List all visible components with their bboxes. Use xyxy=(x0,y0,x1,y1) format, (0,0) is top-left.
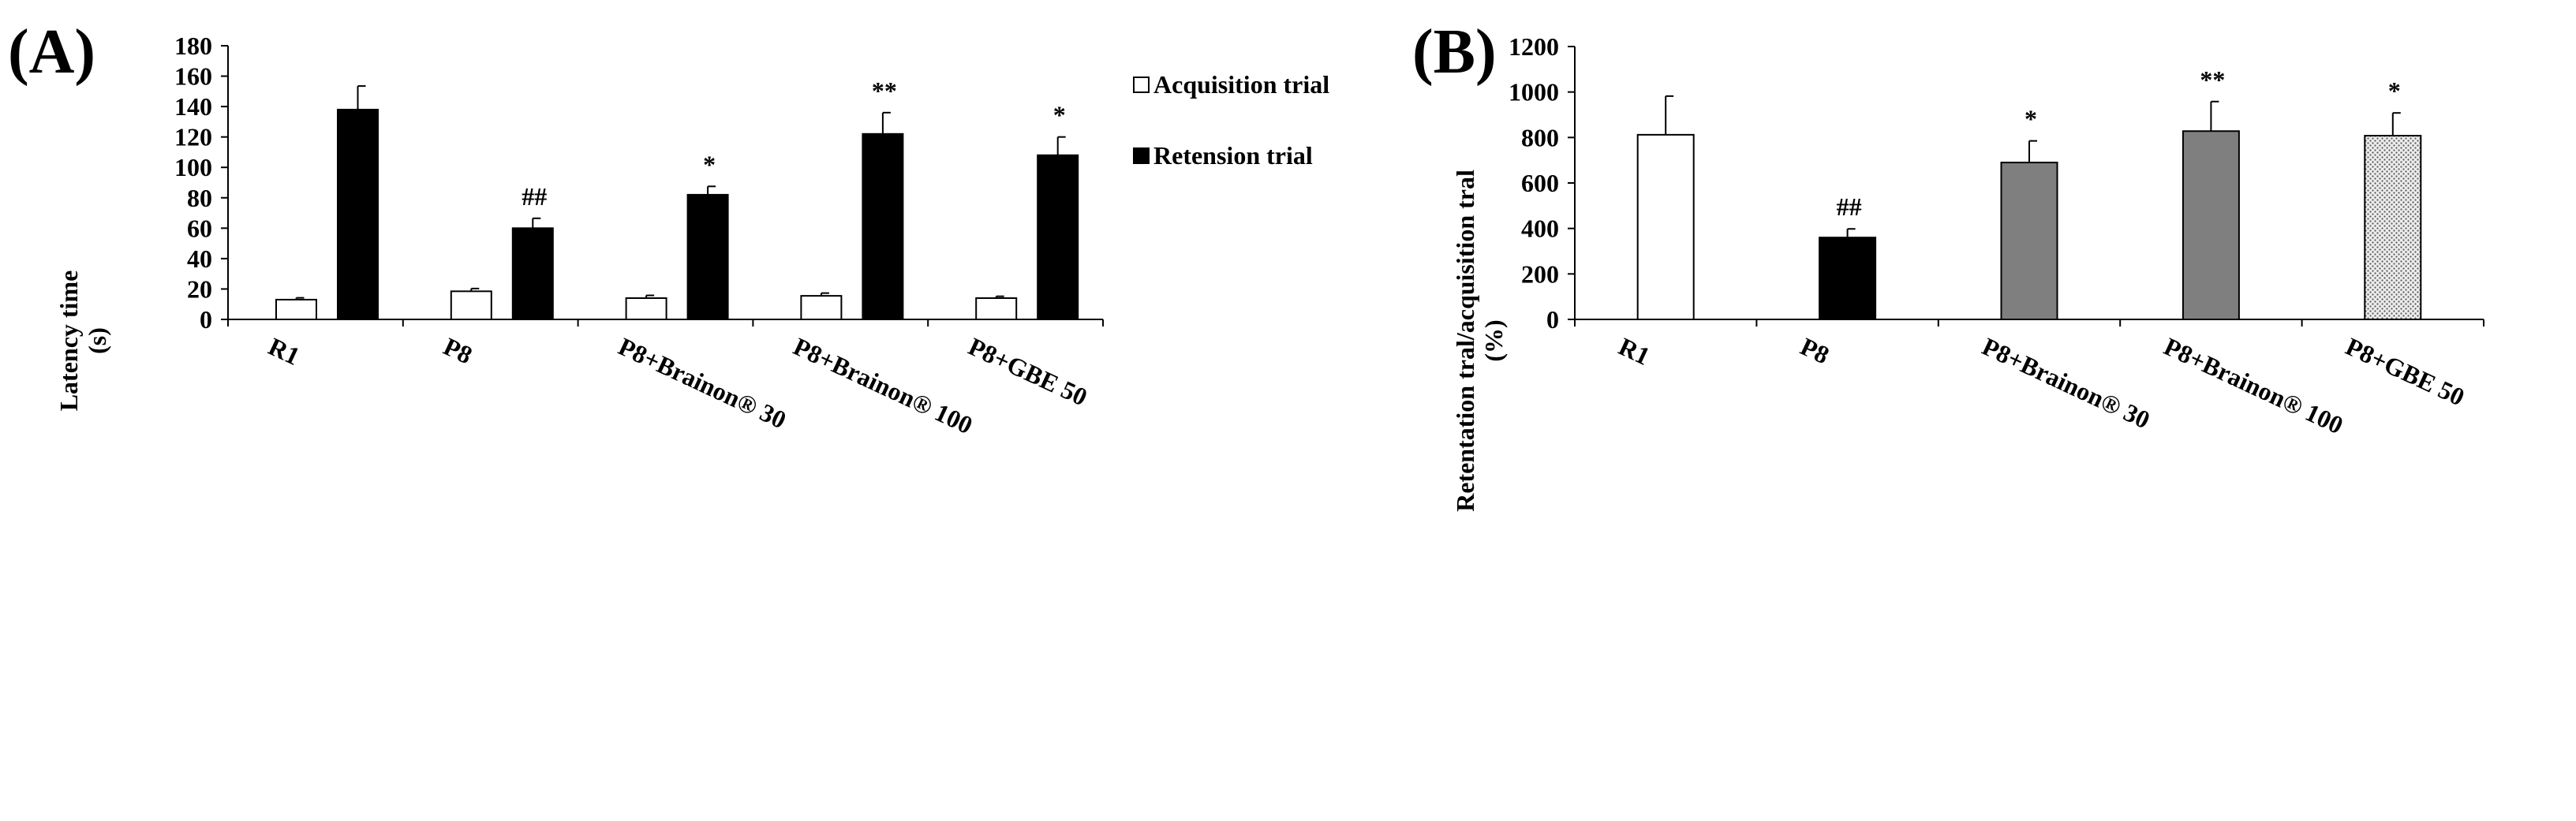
bar-retension-r1 xyxy=(337,108,379,320)
bar-acquisition-p8 xyxy=(450,290,492,321)
panel-a-ytick-label: 100 xyxy=(174,153,212,181)
panel-b-ytick-label: 600 xyxy=(1521,169,1559,197)
panel-b-ytick-label: 1200 xyxy=(1509,32,1559,61)
bar-acquisition-p8-gbe-50 xyxy=(975,297,1018,320)
significance-marker-b-p8: ## xyxy=(1837,192,1862,221)
panel-b-ytick-label: 1000 xyxy=(1509,78,1559,106)
panel-a-category-label-p8-gbe-50: P8+GBE 50 xyxy=(964,332,1091,412)
panel-a-category-label-p8: P8 xyxy=(439,332,477,370)
significance-marker-b-p8-gbe-50: * xyxy=(2388,77,2401,105)
bar-ratio-p8-brainon-100 xyxy=(2182,130,2240,320)
panel-b-ytick-label: 400 xyxy=(1521,215,1559,243)
legend-label-retension: Retension trial xyxy=(1153,141,1313,170)
significance-marker-b-p8-brainon-30: * xyxy=(2025,105,2037,133)
legend-swatch-acquisition xyxy=(1133,77,1150,93)
panel-b-ylabel: Retentation tral/acquisition tral (%) xyxy=(1451,170,1508,512)
panel-a-ytick-label: 120 xyxy=(174,123,212,151)
panel-a-ytick-label: 80 xyxy=(187,184,212,212)
significance-marker-p8-brainon-30: * xyxy=(703,150,716,178)
panel-a-label: (A) xyxy=(8,17,95,87)
panel-b-ylabel-text: Retentation tral/acquisition tral xyxy=(1451,170,1479,512)
panel-b-ylabel-unit: (%) xyxy=(1479,319,1508,361)
panel-a-category-label-p8-brainon-100: P8+Brainon® 100 xyxy=(789,332,977,439)
panel-b-label: (B) xyxy=(1412,17,1497,87)
panel-b-category-label-p8-gbe-50: P8+GBE 50 xyxy=(2342,332,2469,412)
panel-a-ytick-label: 20 xyxy=(187,274,212,303)
panel-b-category-label-r1: R1 xyxy=(1614,332,1654,371)
panel-a-ytick-label: 60 xyxy=(187,214,212,242)
legend-label-acquisition: Acquisition trial xyxy=(1153,70,1329,99)
bar-retension-p8 xyxy=(511,227,554,321)
legend-swatch-retension xyxy=(1133,147,1150,164)
bar-acquisition-r1 xyxy=(275,298,317,321)
panel-a-category-label-r1: R1 xyxy=(264,332,305,371)
panel-b-ytick-label: 0 xyxy=(1546,305,1559,334)
panel-a-ytick-label: 160 xyxy=(174,62,212,91)
panel-b-ytick-label: 200 xyxy=(1521,259,1559,288)
panel-b-category-label-p8-brainon-30: P8+Brainon® 30 xyxy=(1978,332,2154,435)
bar-retension-p8-gbe-50 xyxy=(1037,154,1079,320)
panel-b-category-label-p8-brainon-100: P8+Brainon® 100 xyxy=(2159,332,2347,439)
panel-a-ytick-label: 180 xyxy=(174,32,212,60)
panel-b-ytick-label: 800 xyxy=(1521,123,1559,151)
panel-a-ylabel-unit: (s) xyxy=(83,327,111,354)
significance-marker-b-p8-brainon-100: ** xyxy=(2200,65,2225,94)
panel-a-ylabel: Latency time (s) xyxy=(54,271,111,412)
panel-a-ytick-label: 40 xyxy=(187,244,212,273)
panel-b-category-label-p8: P8 xyxy=(1796,332,1834,370)
significance-marker-p8: ## xyxy=(522,182,547,211)
bar-acquisition-p8-brainon-30 xyxy=(625,297,667,320)
panel-a-ylabel-text: Latency time xyxy=(54,271,83,412)
bar-ratio-r1 xyxy=(1636,133,1695,320)
bar-ratio-p8-gbe-50 xyxy=(2364,135,2422,320)
panel-a-legend: Acquisition trial Retension trial xyxy=(1133,70,1329,170)
significance-marker-p8-brainon-100: ** xyxy=(872,77,897,105)
bar-ratio-p8 xyxy=(1819,237,1877,321)
bar-retension-p8-brainon-100 xyxy=(862,132,904,320)
significance-marker-p8-gbe-50: * xyxy=(1053,101,1066,129)
panel-a-category-label-p8-brainon-30: P8+Brainon® 30 xyxy=(615,332,791,435)
bar-acquisition-p8-brainon-100 xyxy=(800,295,843,321)
panel-a-ytick-label: 140 xyxy=(174,92,212,121)
panel-a-ytick-label: 0 xyxy=(200,305,212,334)
bar-retension-p8-brainon-30 xyxy=(686,193,729,320)
bar-ratio-p8-brainon-30 xyxy=(2000,162,2058,320)
